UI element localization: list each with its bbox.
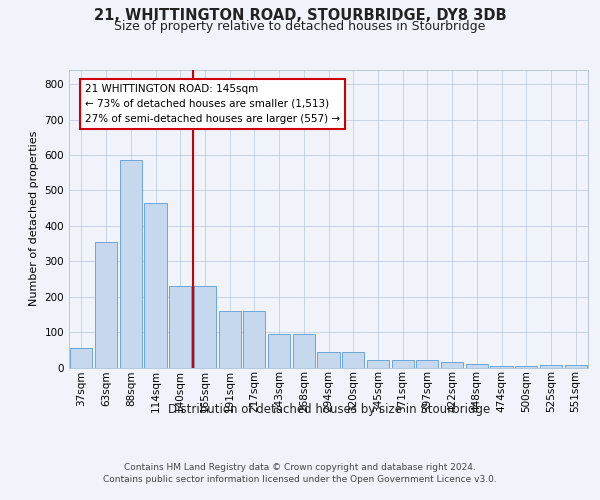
Bar bbox=[441, 362, 463, 368]
Bar bbox=[218, 311, 241, 368]
Bar bbox=[317, 352, 340, 368]
Bar bbox=[243, 311, 265, 368]
Text: Distribution of detached houses by size in Stourbridge: Distribution of detached houses by size … bbox=[167, 402, 490, 415]
Text: Contains HM Land Registry data © Crown copyright and database right 2024.: Contains HM Land Registry data © Crown c… bbox=[124, 462, 476, 471]
Bar bbox=[70, 348, 92, 368]
Bar bbox=[565, 364, 587, 368]
Y-axis label: Number of detached properties: Number of detached properties bbox=[29, 131, 39, 306]
Bar bbox=[490, 366, 512, 368]
Bar bbox=[466, 364, 488, 368]
Text: 21 WHITTINGTON ROAD: 145sqm
← 73% of detached houses are smaller (1,513)
27% of : 21 WHITTINGTON ROAD: 145sqm ← 73% of det… bbox=[85, 84, 340, 124]
Bar bbox=[515, 366, 538, 368]
Text: Contains public sector information licensed under the Open Government Licence v3: Contains public sector information licen… bbox=[103, 475, 497, 484]
Bar bbox=[416, 360, 439, 368]
Bar bbox=[293, 334, 315, 368]
Bar bbox=[268, 334, 290, 368]
Bar bbox=[342, 352, 364, 368]
Text: 21, WHITTINGTON ROAD, STOURBRIDGE, DY8 3DB: 21, WHITTINGTON ROAD, STOURBRIDGE, DY8 3… bbox=[94, 8, 506, 22]
Bar bbox=[540, 364, 562, 368]
Bar bbox=[367, 360, 389, 368]
Bar bbox=[119, 160, 142, 368]
Bar bbox=[145, 203, 167, 368]
Text: Size of property relative to detached houses in Stourbridge: Size of property relative to detached ho… bbox=[115, 20, 485, 33]
Bar bbox=[194, 286, 216, 368]
Bar bbox=[169, 286, 191, 368]
Bar bbox=[95, 242, 117, 368]
Bar bbox=[392, 360, 414, 368]
